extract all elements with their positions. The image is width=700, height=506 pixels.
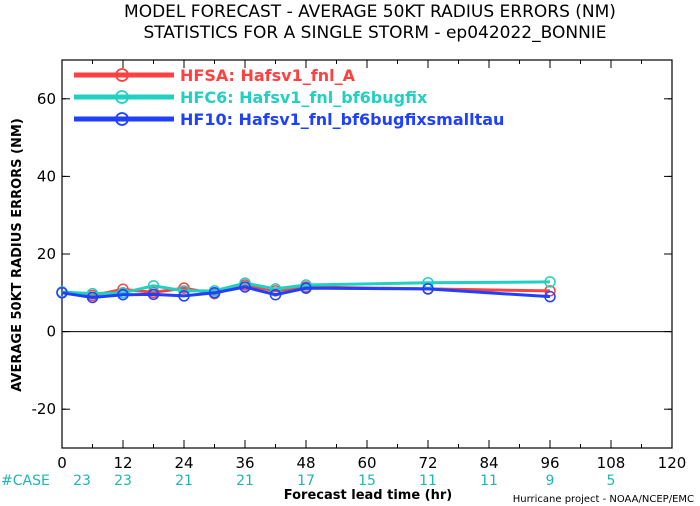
y-axis-label: AVERAGE 50KT RADIUS ERRORS (NM)	[10, 118, 25, 392]
case-count: 23	[73, 473, 91, 489]
case-count: 21	[175, 473, 193, 489]
y-tick-label: 0	[46, 323, 56, 341]
legend-label-1: HFC6: Hafsv1_fnl_bf6bugfix	[180, 88, 428, 107]
data-point	[208, 287, 221, 299]
data-point	[239, 281, 251, 293]
data-point	[269, 288, 282, 301]
case-count: 9	[546, 473, 555, 489]
legend-marker-2	[115, 112, 129, 126]
y-tick-label: -20	[32, 400, 57, 418]
x-tick-label: 12	[113, 454, 132, 472]
data-point	[544, 276, 556, 288]
case-label: #CASE	[1, 473, 50, 489]
case-count: 11	[419, 473, 437, 489]
x-tick-label: 36	[235, 454, 254, 472]
x-tick-label: 108	[597, 454, 626, 472]
data-point	[117, 288, 129, 301]
case-count: 5	[607, 473, 616, 489]
legend-marker-1	[115, 90, 129, 104]
data-point	[147, 288, 160, 301]
series-line-2	[61, 285, 551, 299]
data-point	[300, 279, 312, 291]
data-point	[178, 290, 190, 302]
x-tick-label: 84	[479, 454, 498, 472]
legend-label-2: HF10: Hafsv1_fnl_bf6bugfixsmalltau	[180, 110, 504, 129]
data-point	[56, 287, 68, 299]
x-tick-label: 0	[57, 454, 67, 472]
series-line-1	[61, 280, 551, 296]
legend-label-0: HFSA: Hafsv1_fnl_A	[180, 66, 356, 85]
y-tick-label: 60	[37, 90, 56, 108]
case-count: 21	[236, 473, 254, 489]
x-axis-label: Forecast lead time (hr)	[284, 488, 452, 503]
chart-title-line1: MODEL FORECAST - AVERAGE 50KT RADIUS ERR…	[124, 2, 616, 22]
y-tick-label: 40	[37, 167, 56, 185]
case-count: 17	[297, 473, 315, 489]
x-tick-label: 96	[540, 454, 559, 472]
x-tick-label: 120	[658, 454, 687, 472]
x-tick-label: 24	[174, 454, 193, 472]
legend-marker-0	[115, 68, 129, 82]
case-count: 11	[480, 473, 498, 489]
credit-text: Hurricane project - NOAA/NCEP/EMC	[513, 494, 694, 505]
case-count: 23	[114, 473, 132, 489]
data-point	[300, 282, 312, 294]
y-tick-label: 20	[37, 245, 56, 263]
x-tick-label: 60	[357, 454, 376, 472]
x-tick-label: 48	[296, 454, 315, 472]
data-point	[147, 280, 160, 292]
data-point	[86, 291, 99, 304]
plot-area: 0 12 24 36 48 60 72 84 96 108 120 -20 0 20 40 60 HFSA: H…	[32, 59, 687, 472]
x-tick-label: 72	[418, 454, 437, 472]
chart-title-line2: STATISTICS FOR A SINGLE STORM - ep042022…	[143, 23, 606, 43]
data-point	[544, 290, 556, 303]
case-count: 15	[358, 473, 376, 489]
data-point	[422, 283, 434, 295]
